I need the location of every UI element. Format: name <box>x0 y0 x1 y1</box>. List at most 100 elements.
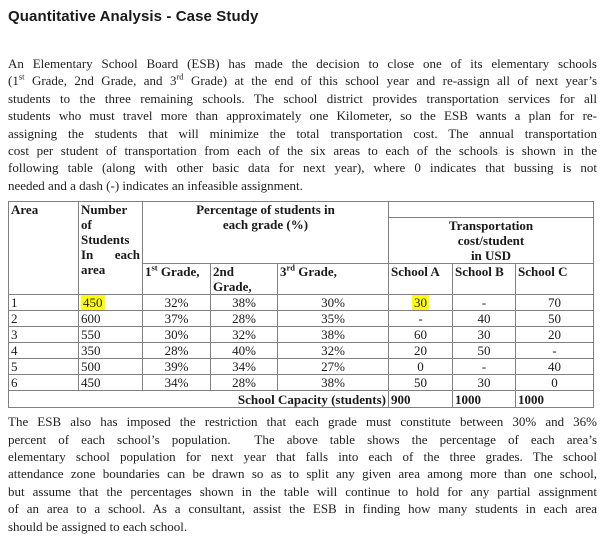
cell-number: 600 <box>78 310 143 328</box>
header-transportation-line3: in USD <box>470 248 512 264</box>
cell-number: 500 <box>78 358 143 376</box>
cell-grade1: 28% <box>142 342 211 360</box>
closing-line-4: attendance zone boundaries can be drawn … <box>8 466 597 482</box>
cell-school-a: 0 <box>388 358 453 376</box>
cell-grade3: 38% <box>277 374 389 392</box>
cell-area: 2 <box>8 310 79 328</box>
header-transportation-cost: Transportation cost/student in USD <box>388 217 594 265</box>
cell-grade1: 32% <box>142 294 211 312</box>
cell-school-b: - <box>452 358 516 376</box>
header-percentage-line1: Percentage of students in <box>196 202 335 218</box>
header-transportation-line2: cost/student <box>457 233 525 249</box>
cell-grade3: 27% <box>277 358 389 376</box>
cell-grade2: 28% <box>210 310 278 328</box>
superscript-st: st <box>18 72 25 83</box>
grade-3-num: 3 <box>280 264 287 280</box>
cell-area: 1 <box>8 294 79 312</box>
header-school-b: School B <box>452 263 516 296</box>
cell-grade1: 34% <box>142 374 211 392</box>
intro-line-3: students to the three remaining schools.… <box>8 90 597 106</box>
capacity-label: School Capacity (students) <box>8 390 389 409</box>
header-percentage: Percentage of students in each grade (%) <box>142 201 389 265</box>
closing-line-1: The ESB also has imposed the restriction… <box>8 414 597 430</box>
case-study-table: Area Number of Students In each area Per… <box>8 201 594 409</box>
table-row-area-4: 4 350 28% 40% 32% 20 50 - <box>8 342 594 360</box>
cell-grade3: 35% <box>277 310 389 328</box>
cell-school-c: 50 <box>515 310 594 328</box>
cell-school-b: 30 <box>452 326 516 344</box>
cell-school-a: 20 <box>388 342 453 360</box>
capacity-school-a: 900 <box>388 390 453 409</box>
closing-line-5: but assume that the percentages shown in… <box>8 483 597 499</box>
table-row-area-6: 6 450 34% 28% 38% 50 30 0 <box>8 374 594 392</box>
cell-number: 550 <box>78 326 143 344</box>
cell-number: 450 <box>78 374 143 392</box>
cell-school-c: 0 <box>515 374 594 392</box>
header-percentage-line2: each grade (%) <box>222 217 309 233</box>
intro-line-2-mid: Grade, 2nd Grade, and 3 <box>24 73 177 89</box>
capacity-school-c: 1000 <box>515 390 594 409</box>
closing-line-2: percent of each school’s population. The… <box>8 431 597 447</box>
cell-grade2: 34% <box>210 358 278 376</box>
header-grade-1: 1st Grade, <box>142 263 211 296</box>
cell-school-c: 40 <box>515 358 594 376</box>
intro-line-2-post: Grade) at the end of this school year an… <box>183 73 598 89</box>
cell-school-b: - <box>452 294 516 312</box>
cell-school-a-highlighted: 30 <box>388 294 453 312</box>
intro-line-2-pre: (1 <box>8 73 19 89</box>
intro-line-5: assigning the students that will minimiz… <box>8 125 597 141</box>
cell-school-a: - <box>388 310 453 328</box>
cell-school-b: 40 <box>452 310 516 328</box>
cell-grade1: 39% <box>142 358 211 376</box>
cell-school-b: 50 <box>452 342 516 360</box>
cell-area: 3 <box>8 326 79 344</box>
closing-line-3: elementary school population for next ye… <box>8 449 597 465</box>
closing-line-7: should be assigned to each school. <box>8 518 188 534</box>
grade-1-num: 1 <box>145 264 152 280</box>
highlight-450: 450 <box>81 295 105 311</box>
intro-line-8: needed and a dash (-) indicates an infea… <box>8 177 303 193</box>
cell-grade2: 32% <box>210 326 278 344</box>
cell-area: 6 <box>8 374 79 392</box>
cell-grade1: 37% <box>142 310 211 328</box>
table-row-area-1: 1 450 32% 38% 30% 30 - 70 <box>8 294 594 312</box>
header-number-of-students: Number of Students In each area <box>78 201 143 296</box>
superscript-st: st <box>151 263 158 273</box>
intro-line-4: students who must travel more than appro… <box>8 108 597 124</box>
intro-line-2: (1st Grade, 2nd Grade, and 3rd Grade) at… <box>8 72 597 89</box>
cell-school-c: 20 <box>515 326 594 344</box>
cell-school-a: 50 <box>388 374 453 392</box>
intro-line-7: following table (along with other basic … <box>8 160 597 176</box>
closing-line-6: of an area to a school. As a consultant,… <box>8 501 597 517</box>
intro-line-1: An Elementary School Board (ESB) has mad… <box>8 56 597 71</box>
cell-school-c: - <box>515 342 594 360</box>
table-top-right-spacer <box>388 201 594 219</box>
superscript-rd: rd <box>286 263 296 273</box>
intro-paragraph: An Elementary School Board (ESB) has mad… <box>8 55 597 194</box>
table-row-area-2: 2 600 37% 28% 35% - 40 50 <box>8 310 594 328</box>
table-row-capacity: School Capacity (students) 900 1000 1000 <box>8 390 594 409</box>
header-school-c: School C <box>515 263 594 296</box>
superscript-rd: rd <box>176 72 184 83</box>
table-row-area-5: 5 500 39% 34% 27% 0 - 40 <box>8 358 594 376</box>
header-area: Area <box>8 201 79 296</box>
header-school-a: School A <box>388 263 453 296</box>
grade-1-label: Grade, <box>157 264 200 280</box>
cell-area: 4 <box>8 342 79 360</box>
closing-paragraph: The ESB also has imposed the restriction… <box>8 413 597 535</box>
page-title: Quantitative Analysis - Case Study <box>8 8 259 25</box>
cell-grade3: 38% <box>277 326 389 344</box>
cell-school-a: 60 <box>388 326 453 344</box>
intro-line-6: cost per student of transportation from … <box>8 143 597 159</box>
cell-grade2: 40% <box>210 342 278 360</box>
cell-grade1: 30% <box>142 326 211 344</box>
cell-grade2: 38% <box>210 294 278 312</box>
header-transportation-line1: Transportation <box>448 218 534 234</box>
highlight-30: 30 <box>412 295 429 311</box>
cell-grade3: 30% <box>277 294 389 312</box>
cell-number-highlighted: 450 <box>78 294 143 312</box>
cell-grade2: 28% <box>210 374 278 392</box>
cell-number: 350 <box>78 342 143 360</box>
header-grade-2: 2nd Grade, <box>210 263 278 296</box>
